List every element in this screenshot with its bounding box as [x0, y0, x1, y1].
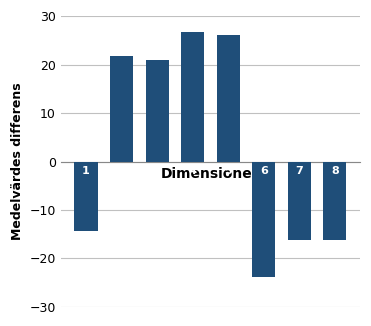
Text: 3: 3 — [153, 166, 161, 176]
Text: 6: 6 — [260, 166, 267, 176]
Text: 8: 8 — [331, 166, 339, 176]
Text: 4: 4 — [189, 166, 197, 176]
X-axis label: Dimensioner: Dimensioner — [161, 167, 260, 181]
Bar — [110, 56, 133, 161]
Bar — [181, 32, 204, 161]
Bar — [75, 161, 98, 231]
Text: 7: 7 — [295, 166, 303, 176]
Bar — [323, 161, 346, 240]
Text: 2: 2 — [118, 166, 125, 176]
Bar — [217, 35, 240, 161]
Text: 5: 5 — [224, 166, 232, 176]
Y-axis label: Medelvärdes differens: Medelvärdes differens — [11, 83, 24, 240]
Bar — [145, 60, 169, 161]
Bar — [252, 161, 275, 276]
Text: 1: 1 — [82, 166, 90, 176]
Bar — [288, 161, 311, 240]
